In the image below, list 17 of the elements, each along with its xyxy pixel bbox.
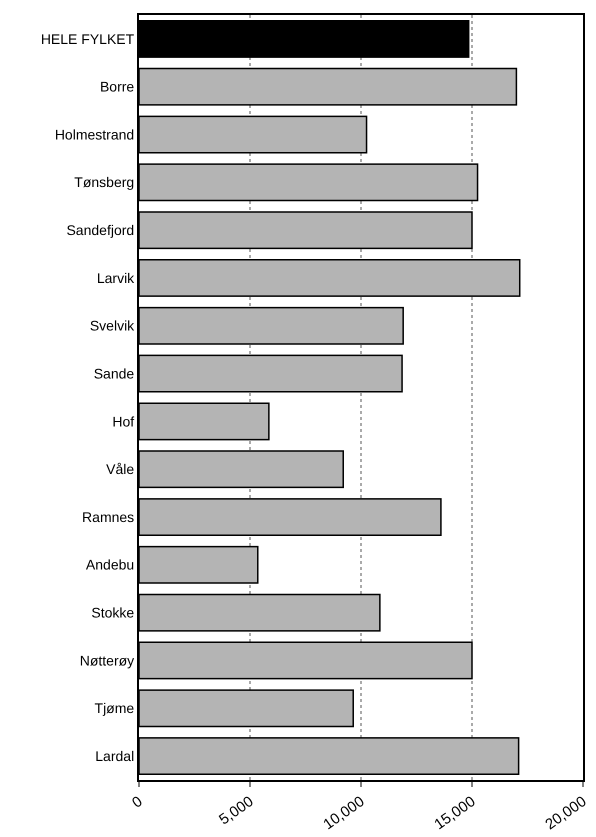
y-tick-label: Lardal [95,748,134,764]
y-tick-label: Stokke [91,604,134,621]
y-tick-label: Nøtterøy [80,652,134,668]
y-tick-label: Borre [100,78,134,95]
y-tick-label: Sande [94,365,134,382]
y-tick-label: Ramnes [82,508,134,525]
y-tick-label: HELE FYLKET [40,30,135,47]
y-tick-label: Sandefjord [66,222,134,238]
y-tick-label: Tjøme [94,700,134,716]
y-tick-label: Larvik [96,270,136,286]
y-tick-label: Andebu [86,556,134,573]
y-tick-label: Svelvik [90,318,136,334]
x-tick-label: 0 [129,792,146,812]
y-tick-label: Våle [106,461,134,478]
y-tick-label: Hof [112,413,134,430]
y-tick-label: Tønsberg [74,174,134,190]
y-tick-label: Holmestrand [54,126,134,142]
